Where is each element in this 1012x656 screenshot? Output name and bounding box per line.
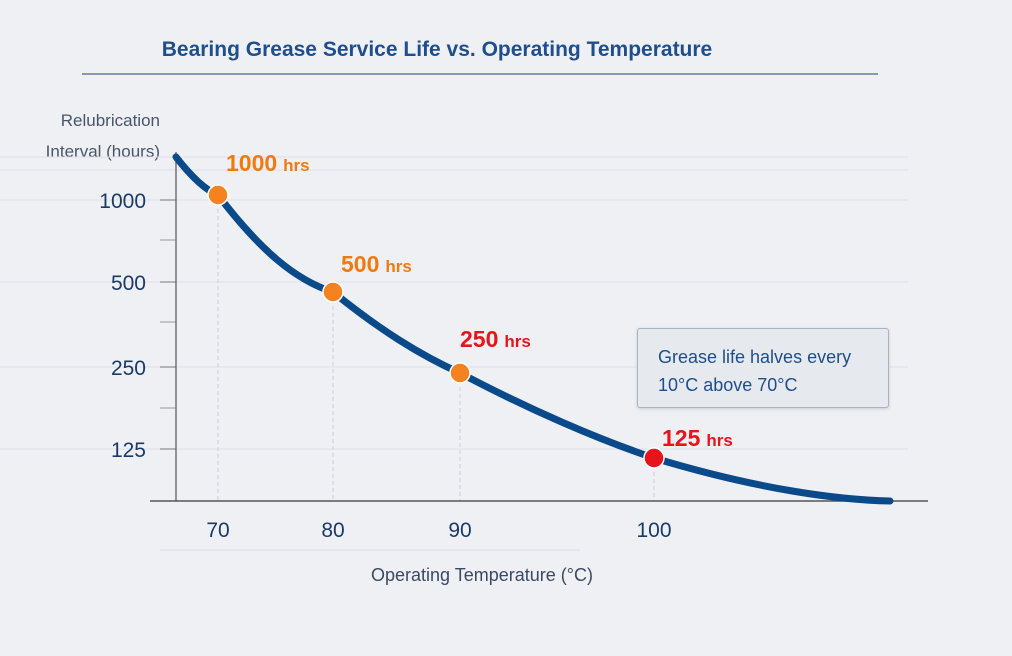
- x-tick-label: 100: [636, 519, 671, 542]
- data-point: [207, 184, 229, 206]
- y-tick-label: 125: [111, 439, 146, 462]
- x-tick-label: 70: [206, 519, 229, 542]
- y-axis-label-line2: Interval (hours): [46, 142, 160, 161]
- data-label: 1000 hrs: [226, 150, 310, 176]
- x-axis-label: Operating Temperature (°C): [371, 565, 593, 585]
- data-point: [322, 281, 344, 303]
- x-tick-label: 90: [448, 519, 471, 542]
- annotation-line1: Grease life halves every: [658, 347, 852, 367]
- data-point: [449, 362, 471, 384]
- y-tick-label: 250: [111, 357, 146, 380]
- y-tick-label: 500: [111, 272, 146, 295]
- series-line: [172, 153, 894, 505]
- data-label: 500 hrs: [341, 251, 412, 277]
- y-axis-label-line1: Relubrication: [61, 111, 160, 130]
- annotation-box: Grease life halves every 10°C above 70°C: [637, 328, 889, 408]
- data-label: 125 hrs: [662, 425, 733, 451]
- data-point: [643, 447, 665, 469]
- annotation-line2: 10°C above 70°C: [658, 375, 798, 395]
- x-tick-label: 80: [321, 519, 344, 542]
- y-tick-label: 1000: [99, 190, 146, 213]
- data-label: 250 hrs: [460, 326, 531, 352]
- chart-title: Bearing Grease Service Life vs. Operatin…: [162, 38, 713, 61]
